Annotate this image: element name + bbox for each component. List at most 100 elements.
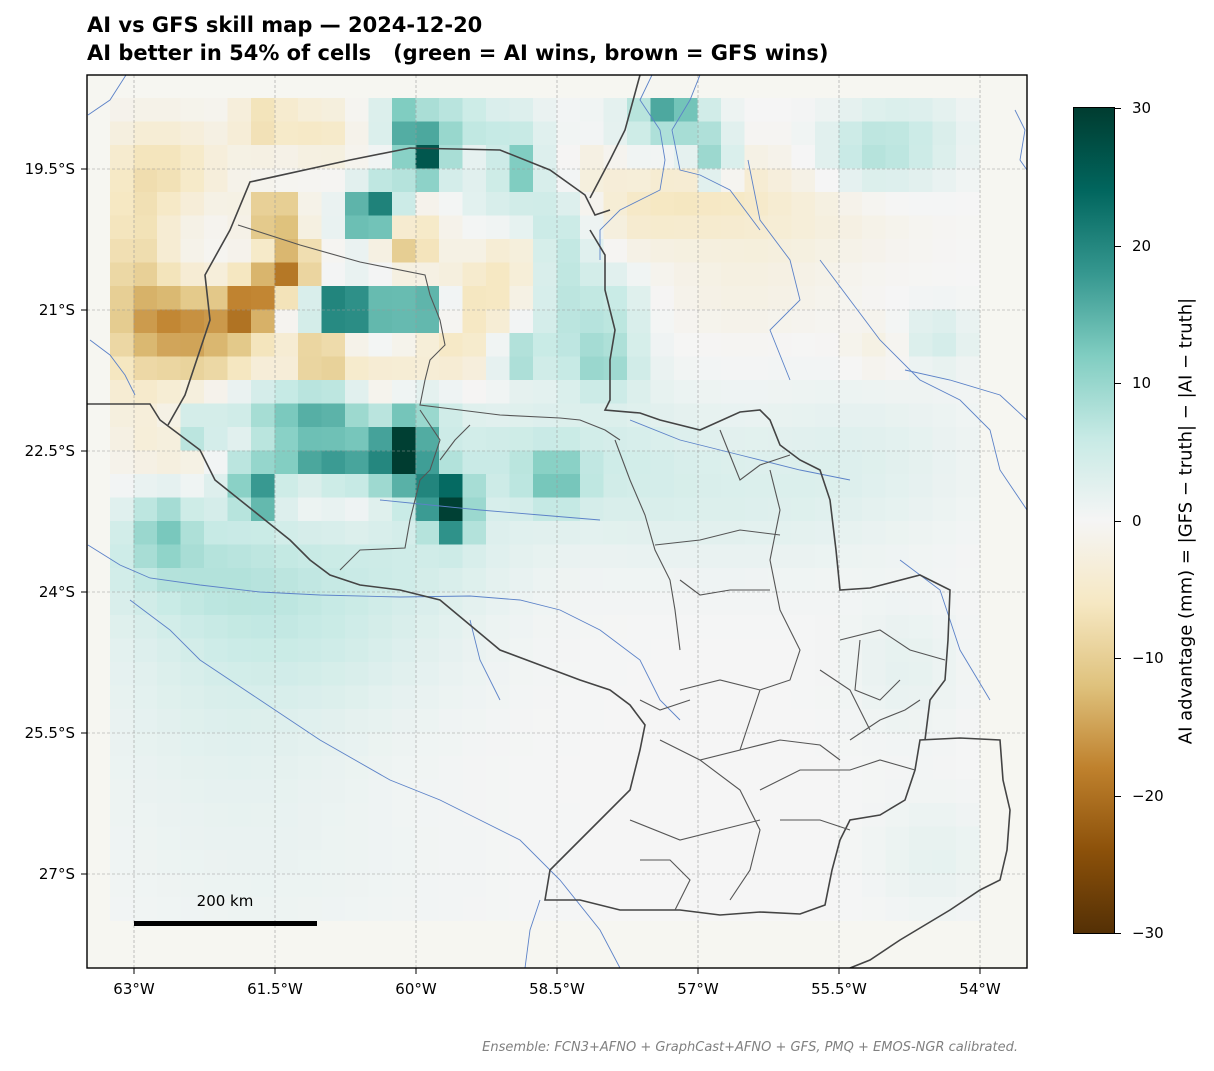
heatmap-cell <box>838 568 863 592</box>
heatmap-cell <box>180 615 205 639</box>
heatmap-cell <box>392 309 416 334</box>
heatmap-cell <box>580 591 604 616</box>
heatmap-cell <box>533 333 557 357</box>
heatmap-cell <box>462 662 487 686</box>
heatmap-cell <box>580 615 604 639</box>
heatmap-cell <box>133 380 158 404</box>
heatmap-cell <box>721 685 745 710</box>
heatmap-cell <box>298 826 322 851</box>
heatmap-cell <box>838 168 863 193</box>
colorbar-tick-mark <box>1115 383 1121 384</box>
heatmap-cell <box>368 403 393 428</box>
heatmap-cell <box>815 286 839 310</box>
heatmap-cell <box>697 98 722 122</box>
heatmap-cell <box>697 685 722 710</box>
heatmap-cell <box>697 356 722 381</box>
heatmap-cell <box>838 121 863 146</box>
heatmap-cell <box>650 568 675 592</box>
heatmap-cell <box>110 568 134 592</box>
heatmap-cell <box>204 474 228 498</box>
heatmap-cell <box>251 873 275 898</box>
heatmap-cell <box>345 380 369 404</box>
heatmap-cell <box>627 779 651 804</box>
heatmap-cell <box>392 521 416 545</box>
heatmap-cell <box>298 403 322 428</box>
heatmap-cell <box>956 591 980 616</box>
heatmap-cell <box>580 403 604 428</box>
heatmap-cell <box>791 192 816 216</box>
heatmap-cell <box>110 638 134 663</box>
heatmap-cell <box>674 497 698 522</box>
colorbar-tick-label: 10 <box>1132 374 1152 392</box>
heatmap-cell <box>486 98 510 122</box>
heatmap-cell <box>274 309 299 334</box>
heatmap-cell <box>368 427 393 451</box>
heatmap-cell <box>180 403 205 428</box>
heatmap-cell <box>956 897 980 921</box>
heatmap-cell <box>204 192 228 216</box>
heatmap-cell <box>580 568 604 592</box>
heatmap-cell <box>321 615 346 639</box>
y-tick-label: 27°S <box>38 865 75 883</box>
heatmap-cell <box>533 662 557 686</box>
heatmap-cell <box>321 826 346 851</box>
heatmap-cell <box>415 192 440 216</box>
heatmap-cell <box>768 192 792 216</box>
heatmap-cell <box>274 544 299 569</box>
heatmap-cell <box>791 662 816 686</box>
heatmap-cell <box>556 638 581 663</box>
heatmap-cell <box>298 544 322 569</box>
heatmap-cell <box>791 850 816 874</box>
heatmap-cell <box>274 591 299 616</box>
heatmap-cell <box>509 239 534 263</box>
heatmap-cell <box>650 98 675 122</box>
heatmap-cell <box>580 662 604 686</box>
heatmap-cell <box>345 756 369 780</box>
heatmap-cell <box>345 591 369 616</box>
heatmap-cell <box>368 826 393 851</box>
heatmap-cell <box>204 638 228 663</box>
scale-bar <box>134 921 317 926</box>
heatmap-cell <box>180 803 205 827</box>
heatmap-cell <box>462 145 487 169</box>
heatmap-cell <box>368 333 393 357</box>
heatmap-cell <box>533 356 557 381</box>
heatmap-cell <box>321 521 346 545</box>
heatmap-cell <box>180 192 205 216</box>
heatmap-cell <box>674 192 698 216</box>
heatmap-cell <box>650 685 675 710</box>
heatmap-cell <box>509 897 534 921</box>
heatmap-cell <box>932 897 957 921</box>
heatmap-cell <box>674 239 698 263</box>
heatmap-cell <box>204 356 228 381</box>
heatmap-cell <box>533 239 557 263</box>
heatmap-cell <box>180 544 205 569</box>
heatmap-cell <box>650 474 675 498</box>
heatmap-cell <box>392 356 416 381</box>
heatmap-cell <box>674 756 698 780</box>
heatmap-cell <box>415 803 440 827</box>
heatmap-cell <box>603 356 628 381</box>
heatmap-cell <box>956 403 980 428</box>
heatmap-cell <box>580 803 604 827</box>
heatmap-cell <box>909 709 933 733</box>
heatmap-cell <box>110 521 134 545</box>
heatmap-cell <box>251 497 275 522</box>
heatmap-cell <box>533 521 557 545</box>
heatmap-cell <box>368 145 393 169</box>
colorbar-tick-label: 30 <box>1132 99 1152 117</box>
heatmap-cell <box>157 145 181 169</box>
heatmap-cell <box>603 286 628 310</box>
heatmap-cell <box>133 403 158 428</box>
heatmap-cell <box>180 450 205 475</box>
heatmap-cell <box>368 756 393 780</box>
heatmap-cell <box>133 779 158 804</box>
heatmap-cell <box>368 897 393 921</box>
heatmap-cell <box>627 380 651 404</box>
heatmap-cell <box>909 239 933 263</box>
heatmap-cell <box>627 732 651 757</box>
heatmap-cell <box>885 450 910 475</box>
heatmap-cell <box>439 897 463 921</box>
heatmap-cell <box>862 215 886 240</box>
heatmap-cell <box>227 615 252 639</box>
